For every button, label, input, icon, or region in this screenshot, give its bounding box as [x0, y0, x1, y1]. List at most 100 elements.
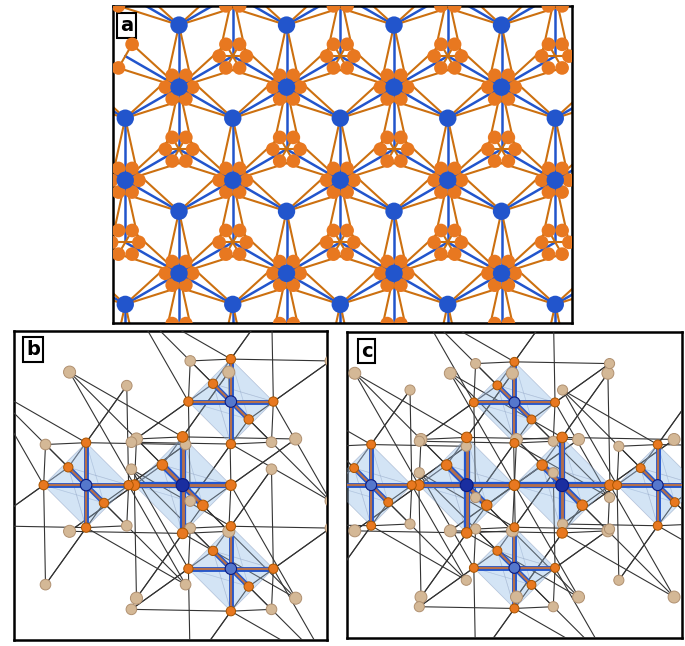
Circle shape	[179, 68, 192, 82]
Circle shape	[652, 480, 663, 490]
Polygon shape	[213, 526, 273, 568]
Polygon shape	[134, 437, 203, 505]
Polygon shape	[474, 527, 532, 585]
Circle shape	[158, 267, 172, 280]
Circle shape	[132, 173, 146, 187]
Circle shape	[493, 203, 510, 220]
Circle shape	[99, 498, 109, 508]
Circle shape	[349, 368, 361, 379]
Polygon shape	[183, 485, 231, 534]
Polygon shape	[514, 465, 562, 533]
Circle shape	[542, 185, 556, 199]
Circle shape	[223, 366, 235, 378]
Polygon shape	[617, 444, 658, 485]
Circle shape	[125, 224, 139, 237]
Circle shape	[82, 523, 91, 532]
Circle shape	[471, 524, 481, 534]
Circle shape	[510, 433, 523, 445]
Circle shape	[535, 236, 549, 249]
Circle shape	[179, 255, 192, 268]
Polygon shape	[474, 386, 514, 443]
Circle shape	[604, 524, 614, 534]
Polygon shape	[188, 568, 249, 611]
Circle shape	[461, 441, 471, 452]
Circle shape	[180, 579, 191, 590]
Circle shape	[386, 203, 403, 220]
Circle shape	[165, 278, 179, 292]
Circle shape	[614, 575, 624, 585]
Polygon shape	[213, 384, 273, 444]
Circle shape	[332, 296, 349, 313]
Polygon shape	[188, 384, 231, 444]
Circle shape	[112, 247, 125, 261]
Polygon shape	[188, 359, 231, 402]
Circle shape	[427, 173, 441, 187]
Circle shape	[508, 142, 522, 156]
Polygon shape	[514, 568, 555, 609]
Polygon shape	[231, 359, 273, 419]
Circle shape	[40, 439, 51, 450]
Circle shape	[224, 109, 241, 127]
Circle shape	[340, 247, 354, 261]
Circle shape	[320, 49, 334, 63]
Circle shape	[386, 78, 403, 96]
Circle shape	[266, 604, 277, 614]
Circle shape	[537, 460, 547, 470]
Circle shape	[224, 296, 241, 313]
Polygon shape	[188, 526, 231, 568]
Circle shape	[186, 267, 199, 280]
Circle shape	[573, 591, 584, 603]
Circle shape	[327, 441, 338, 452]
Circle shape	[604, 359, 614, 369]
Circle shape	[244, 415, 253, 424]
Circle shape	[112, 0, 125, 13]
Circle shape	[562, 173, 576, 187]
Circle shape	[224, 172, 241, 189]
Circle shape	[548, 436, 558, 446]
Circle shape	[286, 317, 300, 330]
Circle shape	[482, 500, 492, 510]
Circle shape	[380, 317, 394, 330]
Circle shape	[347, 236, 361, 249]
Circle shape	[290, 592, 301, 604]
Circle shape	[509, 480, 520, 490]
Circle shape	[445, 368, 456, 379]
Circle shape	[488, 255, 501, 268]
Circle shape	[185, 523, 195, 534]
Circle shape	[401, 142, 414, 156]
Circle shape	[273, 130, 286, 144]
Circle shape	[445, 525, 456, 537]
Circle shape	[373, 80, 387, 94]
Polygon shape	[514, 402, 555, 443]
Circle shape	[380, 130, 394, 144]
Polygon shape	[371, 485, 412, 526]
Circle shape	[488, 130, 501, 144]
Circle shape	[415, 591, 427, 603]
Circle shape	[165, 68, 179, 82]
Circle shape	[501, 255, 515, 268]
Circle shape	[219, 162, 233, 175]
Polygon shape	[44, 443, 104, 503]
Circle shape	[602, 368, 614, 379]
Circle shape	[39, 481, 49, 490]
Circle shape	[179, 278, 192, 292]
Circle shape	[460, 479, 473, 492]
Circle shape	[244, 582, 253, 591]
Circle shape	[112, 162, 125, 175]
Polygon shape	[474, 527, 514, 568]
Circle shape	[510, 591, 523, 603]
Circle shape	[448, 247, 462, 261]
Circle shape	[266, 80, 279, 94]
Polygon shape	[562, 485, 610, 533]
Circle shape	[461, 575, 471, 585]
Circle shape	[286, 278, 300, 292]
Circle shape	[126, 437, 137, 448]
Circle shape	[493, 381, 502, 390]
Circle shape	[455, 173, 469, 187]
Polygon shape	[86, 485, 129, 528]
Circle shape	[212, 236, 226, 249]
Circle shape	[557, 528, 567, 538]
Circle shape	[347, 49, 361, 63]
Polygon shape	[134, 437, 183, 485]
Circle shape	[427, 49, 441, 63]
